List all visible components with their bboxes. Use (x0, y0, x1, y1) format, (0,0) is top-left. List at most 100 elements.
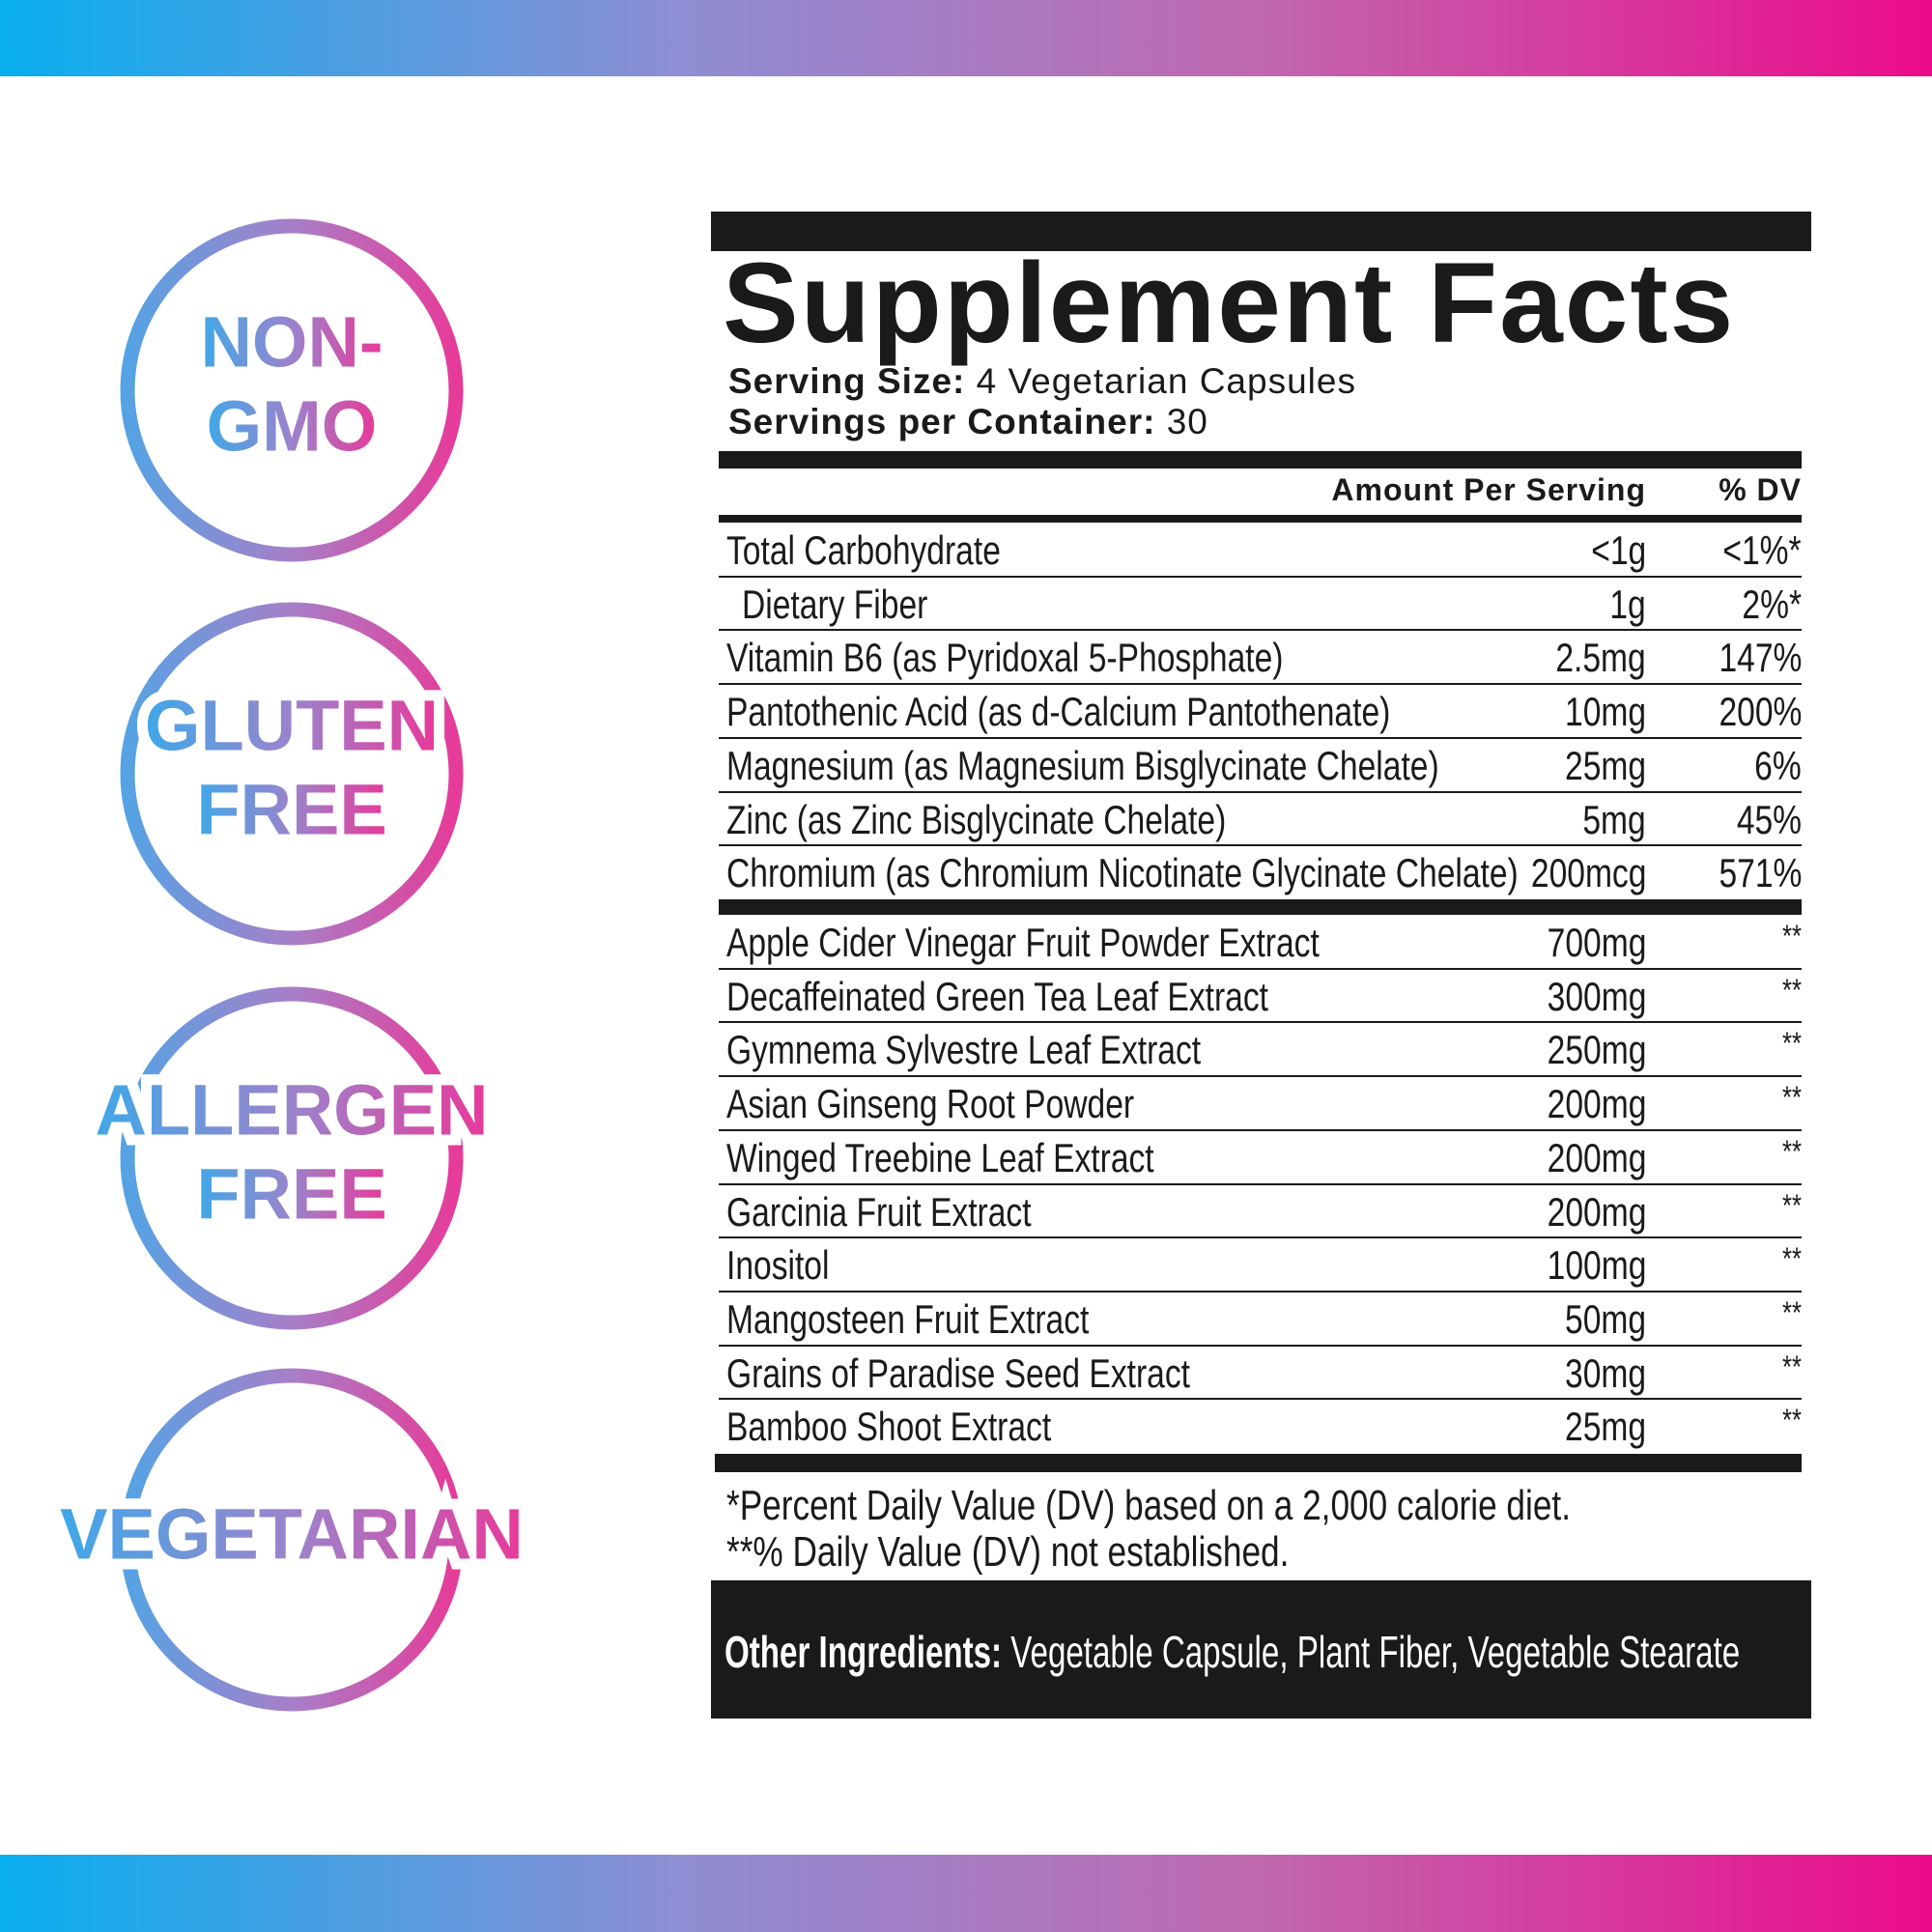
row-divider (719, 1182, 1802, 1185)
top-rule (711, 212, 1811, 251)
rule (719, 451, 1802, 469)
bottom-gradient-bar (0, 1855, 1932, 1932)
servings-per-container: Servings per Container: 30 (728, 402, 1208, 442)
daily-value: ** (1782, 1133, 1802, 1169)
ingredient-name: Vitamin B6 (as Pyridoxal 5-Phosphate) (726, 635, 1284, 681)
footnote: **% Daily Value (DV) not established. (726, 1528, 1290, 1576)
badge-text: NON- (200, 302, 383, 383)
value: Vegetable Capsule, Plant Fiber, Vegetabl… (1010, 1627, 1741, 1677)
ingredient-name: Apple Cider Vinegar Fruit Powder Extract (726, 920, 1320, 965)
amount: 200mg (1547, 1081, 1646, 1127)
amount: 200mg (1547, 1134, 1646, 1180)
row-divider (719, 1075, 1802, 1078)
amount: 25mg (1564, 1404, 1646, 1450)
row-divider (719, 1236, 1802, 1239)
daily-value: 200% (1719, 689, 1802, 735)
amount: 100mg (1547, 1242, 1646, 1289)
label: Servings per Container: (728, 402, 1156, 441)
ingredient-name: Gymnema Sylvestre Leaf Extract (726, 1027, 1202, 1073)
value: 4 Vegetarian Capsules (976, 361, 1356, 401)
row-divider (719, 575, 1802, 578)
badge-circle (120, 986, 464, 1330)
ingredient-name: Dietary Fiber (742, 581, 928, 627)
other-ingredients-box (711, 1580, 1811, 1719)
row-divider (719, 1344, 1802, 1347)
ingredient-name: Asian Ginseng Root Powder (726, 1081, 1135, 1127)
footnote: *Percent Daily Value (DV) based on a 2,0… (726, 1482, 1571, 1529)
badge-text: FREE (196, 770, 386, 850)
amount: 200mg (1547, 1188, 1646, 1235)
badge-text: GMO (207, 386, 378, 467)
badge-circle (120, 602, 464, 946)
badge-text: ALLERGEN (96, 1070, 489, 1151)
top-gradient-bar (0, 0, 1932, 76)
label: Serving Size: (728, 361, 966, 401)
daily-value: ** (1782, 972, 1802, 1008)
badge-circle (120, 1368, 464, 1712)
amount: 300mg (1547, 973, 1646, 1019)
label: Other Ingredients: (724, 1627, 1003, 1677)
row-divider (719, 1021, 1802, 1024)
row-divider (719, 736, 1802, 739)
amount: 10mg (1564, 689, 1646, 735)
ingredient-name: Mangosteen Fruit Extract (726, 1295, 1090, 1342)
title: Supplement Facts (723, 240, 1736, 367)
ingredient-name: Chromium (as Chromium Nicotinate Glycina… (726, 850, 1519, 896)
badge-text: VEGETARIAN (60, 1494, 524, 1575)
amount: <1g (1591, 527, 1646, 573)
daily-value: ** (1782, 1349, 1802, 1384)
amount: 700mg (1547, 920, 1646, 965)
row-divider (719, 844, 1802, 847)
daily-value: ** (1782, 1080, 1802, 1116)
daily-value: ** (1782, 1187, 1802, 1223)
amount: 2.5mg (1555, 635, 1646, 681)
ingredient-name: Total Carbohydrate (726, 527, 1001, 573)
row-divider (719, 629, 1802, 632)
amount: 1g (1609, 581, 1646, 627)
ingredient-name: Decaffeinated Green Tea Leaf Extract (726, 973, 1268, 1019)
daily-value: 6% (1754, 742, 1802, 788)
ingredient-name: Grains of Paradise Seed Extract (726, 1350, 1190, 1396)
ingredient-name: Inositol (726, 1242, 830, 1289)
ingredient-name: Bamboo Shoot Extract (726, 1404, 1052, 1450)
daily-value: ** (1782, 919, 1802, 953)
column-header: Amount Per Serving (1331, 472, 1646, 507)
daily-value: 2%* (1742, 581, 1802, 627)
amount: 250mg (1547, 1027, 1646, 1073)
row-divider (719, 967, 1802, 970)
column-header: % DV (1719, 472, 1802, 507)
row-divider (719, 790, 1802, 793)
amount: 5mg (1582, 796, 1646, 842)
rule (719, 899, 1802, 915)
daily-value: 147% (1719, 635, 1802, 681)
badge-text: GLUTEN (145, 686, 439, 766)
rule (719, 515, 1802, 523)
rule (715, 1454, 1802, 1472)
serving-size: Serving Size: 4 Vegetarian Capsules (728, 361, 1356, 402)
daily-value: 571% (1719, 850, 1802, 896)
ingredient-name: Winged Treebine Leaf Extract (726, 1134, 1154, 1180)
ingredient-name: Zinc (as Zinc Bisglycinate Chelate) (726, 796, 1227, 842)
row-divider (719, 1128, 1802, 1131)
amount: 50mg (1564, 1295, 1646, 1342)
ingredient-name: Pantothenic Acid (as d-Calcium Pantothen… (726, 689, 1391, 735)
daily-value: ** (1782, 1241, 1802, 1277)
ingredient-name: Magnesium (as Magnesium Bisglycinate Che… (726, 742, 1439, 788)
amount: 200mcg (1530, 850, 1646, 896)
daily-value: 45% (1736, 796, 1802, 842)
badge-circle (120, 218, 464, 562)
row-divider (719, 1398, 1802, 1401)
badge-text: FREE (196, 1154, 386, 1235)
daily-value: ** (1782, 1026, 1802, 1062)
value: 30 (1166, 402, 1208, 441)
daily-value: ** (1782, 1294, 1802, 1330)
daily-value: ** (1782, 1403, 1802, 1438)
amount: 25mg (1564, 742, 1646, 788)
ingredient-name: Garcinia Fruit Extract (726, 1188, 1032, 1235)
row-divider (719, 1290, 1802, 1293)
other-ingredients: Other Ingredients: Vegetable Capsule, Pl… (724, 1626, 1740, 1678)
daily-value: <1%* (1722, 527, 1802, 573)
amount: 30mg (1564, 1350, 1646, 1396)
